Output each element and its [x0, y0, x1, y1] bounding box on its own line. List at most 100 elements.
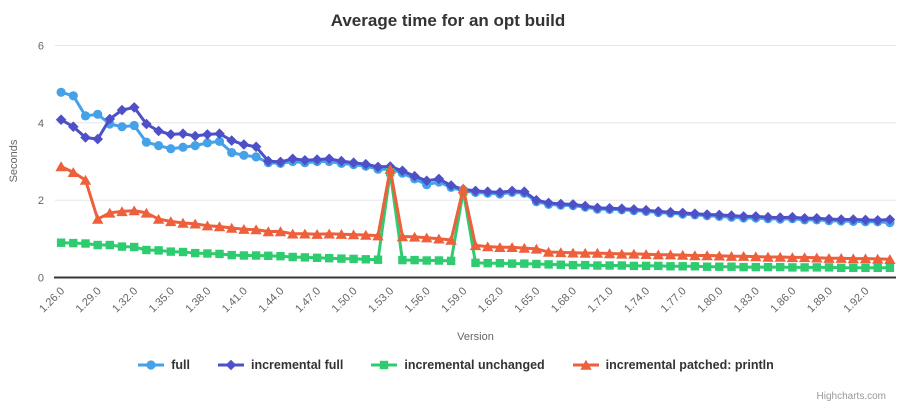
data-point[interactable]	[581, 260, 590, 270]
data-point[interactable]	[800, 263, 809, 272]
data-point[interactable]	[225, 359, 237, 371]
data-point[interactable]	[189, 130, 201, 142]
data-point[interactable]	[140, 207, 153, 218]
data-point[interactable]	[165, 216, 177, 227]
data-point[interactable]	[128, 205, 140, 216]
data-point[interactable]	[739, 262, 748, 272]
data-point[interactable]	[189, 218, 201, 229]
data-point[interactable]	[152, 213, 165, 224]
data-point[interactable]	[433, 233, 445, 244]
data-point[interactable]	[872, 253, 884, 264]
data-point[interactable]	[177, 128, 189, 139]
data-point[interactable]	[593, 261, 602, 270]
data-point[interactable]	[80, 132, 91, 143]
data-point[interactable]	[433, 173, 445, 185]
data-point[interactable]	[847, 253, 859, 264]
data-point[interactable]	[811, 252, 823, 263]
data-point[interactable]	[250, 224, 262, 235]
data-point[interactable]	[274, 226, 287, 237]
legend-item-incremental-unchanged[interactable]: incremental unchanged	[369, 358, 545, 372]
data-point[interactable]	[262, 226, 274, 237]
data-point[interactable]	[605, 261, 614, 270]
data-point[interactable]	[288, 252, 297, 262]
data-point[interactable]	[750, 211, 762, 222]
data-point[interactable]	[677, 207, 688, 219]
data-point[interactable]	[201, 220, 214, 231]
data-point[interactable]	[519, 186, 530, 197]
data-point[interactable]	[360, 158, 372, 170]
data-point[interactable]	[275, 156, 286, 168]
data-point[interactable]	[323, 228, 335, 239]
data-point[interactable]	[325, 254, 334, 263]
data-point[interactable]	[410, 255, 419, 265]
data-point[interactable]	[532, 259, 541, 269]
data-point[interactable]	[530, 243, 543, 254]
data-point[interactable]	[104, 207, 116, 218]
data-point[interactable]	[93, 109, 103, 119]
data-point[interactable]	[835, 253, 847, 263]
data-point[interactable]	[446, 256, 456, 266]
data-point[interactable]	[518, 242, 530, 253]
data-point[interactable]	[495, 259, 505, 268]
data-point[interactable]	[616, 203, 628, 214]
data-point[interactable]	[617, 261, 626, 270]
data-point[interactable]	[555, 247, 567, 258]
data-point[interactable]	[226, 135, 237, 146]
data-point[interactable]	[214, 136, 225, 146]
data-point[interactable]	[506, 242, 518, 252]
data-point[interactable]	[154, 141, 164, 151]
data-point[interactable]	[142, 245, 151, 255]
data-point[interactable]	[774, 212, 786, 223]
data-point[interactable]	[227, 250, 236, 260]
data-point[interactable]	[276, 252, 285, 261]
data-point[interactable]	[141, 137, 151, 147]
data-point[interactable]	[146, 360, 156, 370]
data-point[interactable]	[603, 248, 616, 259]
data-point[interactable]	[653, 206, 664, 217]
data-point[interactable]	[311, 154, 323, 165]
data-point[interactable]	[141, 118, 152, 130]
data-point[interactable]	[616, 248, 628, 259]
data-point[interactable]	[166, 247, 175, 256]
data-point[interactable]	[190, 141, 200, 151]
data-point[interactable]	[628, 248, 640, 259]
data-point[interactable]	[421, 232, 433, 243]
data-point[interactable]	[129, 120, 139, 131]
data-point[interactable]	[264, 251, 273, 260]
data-point[interactable]	[117, 242, 127, 251]
data-point[interactable]	[482, 241, 494, 252]
data-point[interactable]	[421, 175, 432, 187]
data-point[interactable]	[422, 256, 431, 265]
data-point[interactable]	[445, 180, 457, 191]
data-point[interactable]	[628, 204, 640, 215]
data-point[interactable]	[68, 91, 78, 101]
data-point[interactable]	[494, 242, 506, 252]
data-point[interactable]	[251, 152, 261, 162]
data-point[interactable]	[531, 194, 542, 206]
data-point[interactable]	[751, 262, 760, 272]
data-point[interactable]	[251, 251, 261, 260]
data-point[interactable]	[726, 210, 737, 221]
data-point[interactable]	[68, 121, 79, 132]
data-point[interactable]	[239, 150, 249, 160]
data-point[interactable]	[762, 211, 774, 223]
data-point[interactable]	[372, 230, 384, 241]
data-point[interactable]	[55, 114, 67, 125]
data-point[interactable]	[239, 251, 249, 260]
data-point[interactable]	[873, 263, 882, 272]
data-point[interactable]	[714, 209, 725, 221]
data-point[interactable]	[666, 262, 675, 271]
data-point[interactable]	[678, 262, 687, 271]
data-point[interactable]	[824, 263, 834, 272]
data-point[interactable]	[885, 263, 895, 272]
data-point[interactable]	[713, 250, 725, 261]
data-point[interactable]	[104, 113, 116, 125]
data-point[interactable]	[837, 263, 846, 272]
data-point[interactable]	[507, 259, 517, 268]
data-point[interactable]	[226, 222, 238, 233]
data-point[interactable]	[67, 167, 79, 177]
data-point[interactable]	[202, 138, 212, 148]
data-point[interactable]	[701, 209, 713, 220]
data-point[interactable]	[677, 249, 689, 260]
data-point[interactable]	[154, 246, 163, 255]
